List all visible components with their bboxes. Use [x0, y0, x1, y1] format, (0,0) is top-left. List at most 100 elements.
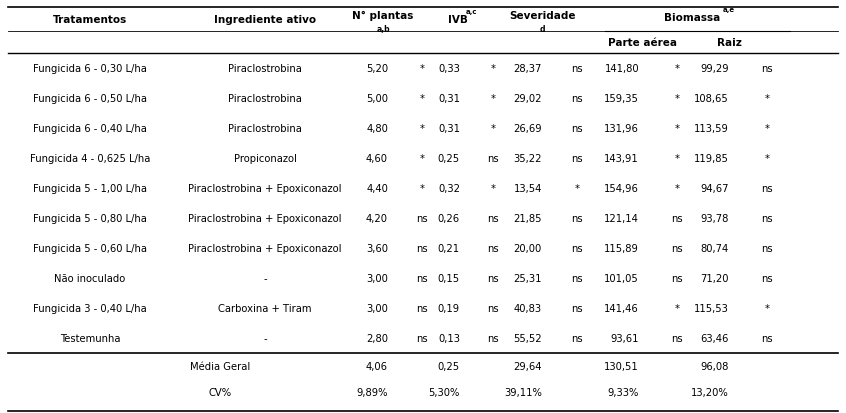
- Text: Severidade: Severidade: [508, 11, 575, 21]
- Text: 4,20: 4,20: [366, 214, 388, 223]
- Text: 9,33%: 9,33%: [607, 387, 639, 397]
- Text: 141,80: 141,80: [604, 64, 639, 74]
- Text: 35,22: 35,22: [514, 154, 542, 164]
- Text: ns: ns: [571, 64, 583, 74]
- Text: 0,13: 0,13: [438, 333, 460, 343]
- Text: ns: ns: [487, 303, 499, 313]
- Text: 130,51: 130,51: [604, 361, 639, 371]
- Text: ns: ns: [671, 273, 683, 283]
- Text: 5,00: 5,00: [366, 94, 388, 104]
- Text: -: -: [263, 333, 266, 343]
- Text: *: *: [674, 94, 679, 104]
- Text: Biomassa: Biomassa: [664, 13, 721, 23]
- Text: 0,33: 0,33: [438, 64, 460, 74]
- Text: Piraclostrobina + Epoxiconazol: Piraclostrobina + Epoxiconazol: [189, 243, 342, 254]
- Text: IVB: IVB: [448, 15, 468, 25]
- Text: 3,00: 3,00: [366, 303, 388, 313]
- Text: 5,30%: 5,30%: [429, 387, 460, 397]
- Text: ns: ns: [571, 273, 583, 283]
- Text: 2,80: 2,80: [366, 333, 388, 343]
- Text: Parte aérea: Parte aérea: [607, 38, 677, 48]
- Text: ns: ns: [416, 214, 428, 223]
- Text: ns: ns: [571, 124, 583, 134]
- Text: *: *: [420, 94, 425, 104]
- Text: 13,54: 13,54: [514, 183, 542, 194]
- Text: 3,60: 3,60: [366, 243, 388, 254]
- Text: 71,20: 71,20: [700, 273, 729, 283]
- Text: ns: ns: [487, 243, 499, 254]
- Text: 93,61: 93,61: [611, 333, 639, 343]
- Text: ns: ns: [761, 214, 772, 223]
- Text: *: *: [491, 183, 496, 194]
- Text: ns: ns: [571, 154, 583, 164]
- Text: 96,08: 96,08: [700, 361, 729, 371]
- Text: ns: ns: [571, 333, 583, 343]
- Text: 0,19: 0,19: [438, 303, 460, 313]
- Text: *: *: [765, 124, 770, 134]
- Text: Fungicida 6 - 0,50 L/ha: Fungicida 6 - 0,50 L/ha: [33, 94, 147, 104]
- Text: 5,20: 5,20: [365, 64, 388, 74]
- Text: d: d: [539, 24, 545, 33]
- Text: 55,52: 55,52: [514, 333, 542, 343]
- Text: ns: ns: [416, 243, 428, 254]
- Text: 0,32: 0,32: [438, 183, 460, 194]
- Text: 4,40: 4,40: [366, 183, 388, 194]
- Text: Piraclostrobina + Epoxiconazol: Piraclostrobina + Epoxiconazol: [189, 214, 342, 223]
- Text: Média Geral: Média Geral: [190, 361, 250, 371]
- Text: *: *: [574, 183, 580, 194]
- Text: Fungicida 3 - 0,40 L/ha: Fungicida 3 - 0,40 L/ha: [33, 303, 147, 313]
- Text: 115,89: 115,89: [604, 243, 639, 254]
- Text: Propiconazol: Propiconazol: [233, 154, 296, 164]
- Text: ns: ns: [761, 333, 772, 343]
- Text: 143,91: 143,91: [604, 154, 639, 164]
- Text: a,e: a,e: [722, 7, 734, 13]
- Text: 0,25: 0,25: [438, 154, 460, 164]
- Text: *: *: [765, 94, 770, 104]
- Text: *: *: [674, 124, 679, 134]
- Text: Fungicida 5 - 0,60 L/ha: Fungicida 5 - 0,60 L/ha: [33, 243, 147, 254]
- Text: 4,60: 4,60: [366, 154, 388, 164]
- Text: ns: ns: [571, 243, 583, 254]
- Text: *: *: [420, 64, 425, 74]
- Text: *: *: [420, 154, 425, 164]
- Text: *: *: [491, 94, 496, 104]
- Text: 93,78: 93,78: [700, 214, 729, 223]
- Text: 28,37: 28,37: [514, 64, 542, 74]
- Text: ns: ns: [416, 303, 428, 313]
- Text: 0,15: 0,15: [438, 273, 460, 283]
- Text: Ingrediente ativo: Ingrediente ativo: [214, 15, 316, 25]
- Text: 101,05: 101,05: [604, 273, 639, 283]
- Text: *: *: [674, 303, 679, 313]
- Text: 0,31: 0,31: [438, 124, 460, 134]
- Text: 0,25: 0,25: [438, 361, 460, 371]
- Text: *: *: [420, 124, 425, 134]
- Text: 154,96: 154,96: [604, 183, 639, 194]
- Text: *: *: [491, 64, 496, 74]
- Text: 26,69: 26,69: [514, 124, 542, 134]
- Text: Piraclostrobina: Piraclostrobina: [228, 64, 302, 74]
- Text: 20,00: 20,00: [514, 243, 542, 254]
- Text: ns: ns: [571, 214, 583, 223]
- Text: Piraclostrobina + Epoxiconazol: Piraclostrobina + Epoxiconazol: [189, 183, 342, 194]
- Text: ns: ns: [487, 273, 499, 283]
- Text: 115,53: 115,53: [694, 303, 729, 313]
- Text: ns: ns: [571, 303, 583, 313]
- Text: *: *: [765, 303, 770, 313]
- Text: Não inoculado: Não inoculado: [54, 273, 125, 283]
- Text: Raiz: Raiz: [717, 38, 741, 48]
- Text: 63,46: 63,46: [700, 333, 729, 343]
- Text: 108,65: 108,65: [695, 94, 729, 104]
- Text: *: *: [420, 183, 425, 194]
- Text: N° plantas: N° plantas: [352, 11, 414, 21]
- Text: ns: ns: [487, 154, 499, 164]
- Text: ns: ns: [571, 94, 583, 104]
- Text: Carboxina + Tiram: Carboxina + Tiram: [218, 303, 311, 313]
- Text: 80,74: 80,74: [700, 243, 729, 254]
- Text: 119,85: 119,85: [694, 154, 729, 164]
- Text: 9,89%: 9,89%: [356, 387, 388, 397]
- Text: Fungicida 4 - 0,625 L/ha: Fungicida 4 - 0,625 L/ha: [30, 154, 151, 164]
- Text: 121,14: 121,14: [604, 214, 639, 223]
- Text: a,b: a,b: [376, 24, 390, 33]
- Text: 3,00: 3,00: [366, 273, 388, 283]
- Text: 141,46: 141,46: [604, 303, 639, 313]
